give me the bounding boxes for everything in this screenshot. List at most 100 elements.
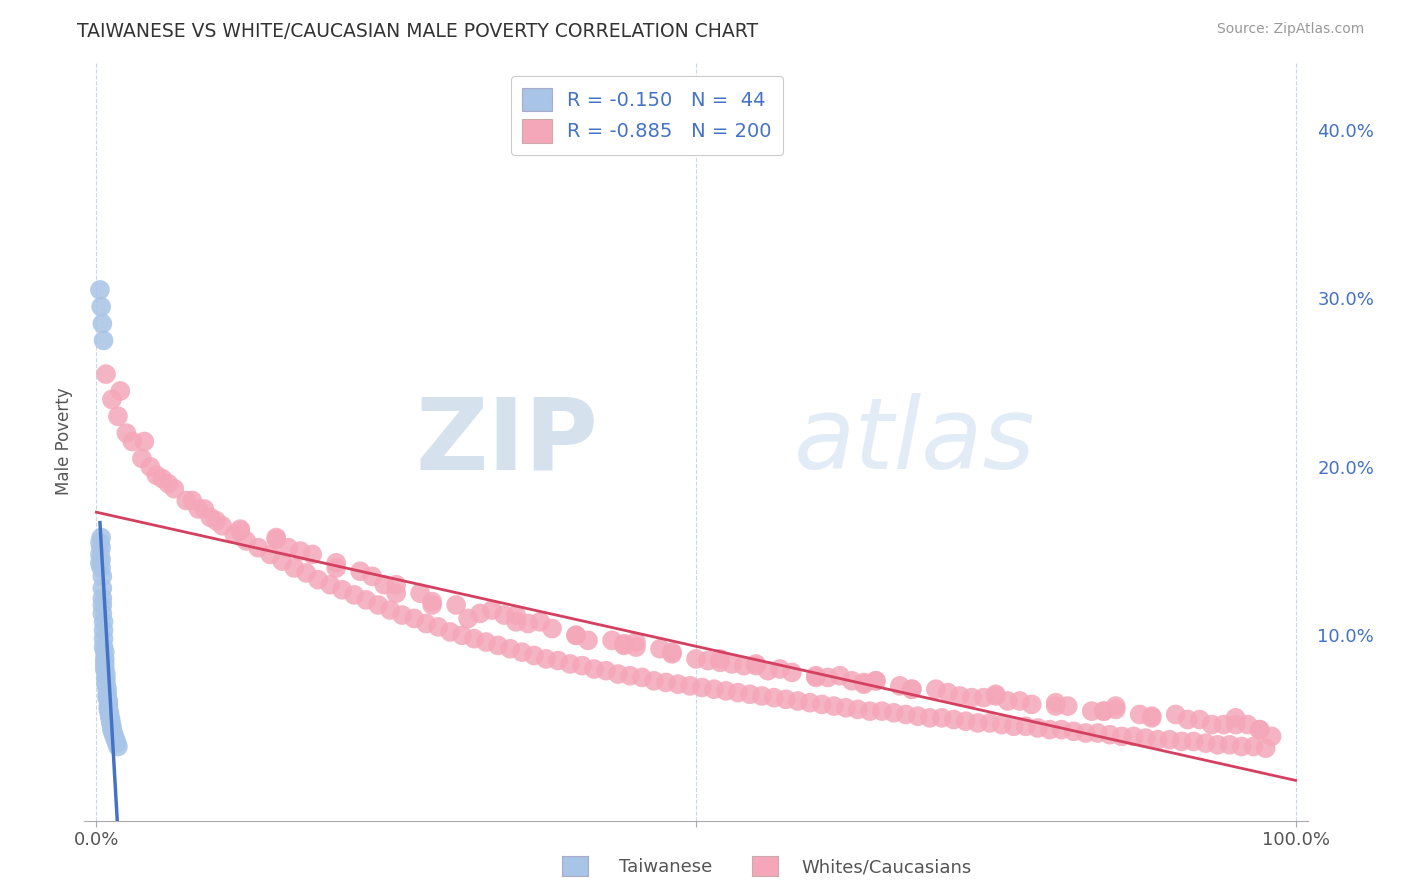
Point (101, 719, 124, 733)
Point (1225, 717, 1247, 731)
Point (93, 662, 117, 676)
Point (349, 564, 371, 578)
Point (745, 658, 768, 673)
Point (325, 556, 347, 570)
Point (613, 639, 636, 653)
Point (224, 527, 246, 541)
Point (1122, 730, 1144, 744)
Point (94, 677, 117, 691)
Point (997, 694, 1019, 708)
Point (247, 541, 270, 555)
Point (984, 687, 1007, 701)
Point (846, 702, 869, 716)
Text: Taiwanese: Taiwanese (619, 858, 711, 876)
Point (319, 578, 342, 592)
Point (817, 670, 839, 684)
Point (709, 652, 731, 666)
Point (235, 533, 257, 548)
Point (762, 690, 785, 705)
Point (804, 669, 827, 683)
Point (1111, 730, 1133, 744)
Point (93, 334, 115, 348)
Point (1129, 707, 1152, 722)
Point (163, 482, 186, 496)
Point (283, 561, 305, 575)
Point (325, 561, 347, 575)
Point (90, 552, 112, 566)
Point (354, 593, 377, 607)
Point (150, 472, 173, 486)
Point (1243, 739, 1265, 754)
Text: TAIWANESE VS WHITE/CAUCASIAN MALE POVERTY CORRELATION CHART: TAIWANESE VS WHITE/CAUCASIAN MALE POVERT… (77, 22, 758, 41)
Point (624, 640, 647, 654)
Point (457, 611, 479, 625)
Point (727, 685, 749, 699)
Point (1140, 709, 1163, 723)
Point (444, 598, 467, 612)
Point (409, 586, 432, 600)
Point (89, 283, 111, 297)
Point (1206, 738, 1229, 752)
Point (200, 510, 222, 524)
Point (264, 531, 287, 545)
Point (811, 698, 834, 712)
Point (1236, 717, 1258, 731)
Point (121, 434, 143, 449)
Point (780, 665, 803, 680)
Point (529, 615, 551, 629)
Point (157, 476, 180, 491)
Point (103, 730, 125, 744)
Point (709, 655, 731, 669)
Point (841, 673, 863, 688)
Point (607, 667, 630, 681)
Point (1146, 732, 1168, 747)
Point (1015, 719, 1038, 733)
Point (104, 732, 127, 747)
Point (918, 711, 941, 725)
Point (91, 317, 114, 331)
Point (97, 699, 120, 714)
Point (565, 628, 588, 642)
Point (991, 717, 1014, 731)
Point (90, 541, 112, 555)
Point (91, 598, 114, 612)
Point (97, 702, 120, 716)
Point (1050, 723, 1073, 737)
Point (1182, 734, 1205, 748)
Point (1159, 732, 1181, 747)
Point (181, 493, 204, 508)
Point (1188, 713, 1211, 727)
Point (420, 598, 443, 612)
Point (229, 524, 252, 538)
Point (131, 451, 153, 466)
Point (583, 662, 606, 676)
Point (96, 682, 118, 697)
Point (174, 493, 197, 508)
Point (1201, 717, 1223, 731)
Point (1195, 736, 1218, 750)
Point (936, 685, 959, 699)
Point (499, 641, 522, 656)
Point (229, 522, 252, 536)
Point (385, 586, 408, 600)
Point (1026, 721, 1049, 735)
Point (89, 548, 111, 562)
Point (745, 657, 768, 671)
Point (733, 658, 755, 673)
Point (494, 608, 516, 623)
Point (756, 664, 779, 678)
Point (1135, 731, 1157, 745)
Point (865, 673, 887, 688)
Point (271, 554, 294, 568)
Point (714, 684, 737, 698)
Point (775, 692, 797, 706)
Point (93, 657, 117, 671)
Point (799, 696, 821, 710)
Point (264, 533, 287, 547)
Point (595, 664, 617, 678)
Point (1002, 719, 1025, 733)
Point (942, 713, 965, 727)
Point (404, 611, 426, 625)
Point (1219, 738, 1241, 752)
Point (187, 502, 209, 516)
